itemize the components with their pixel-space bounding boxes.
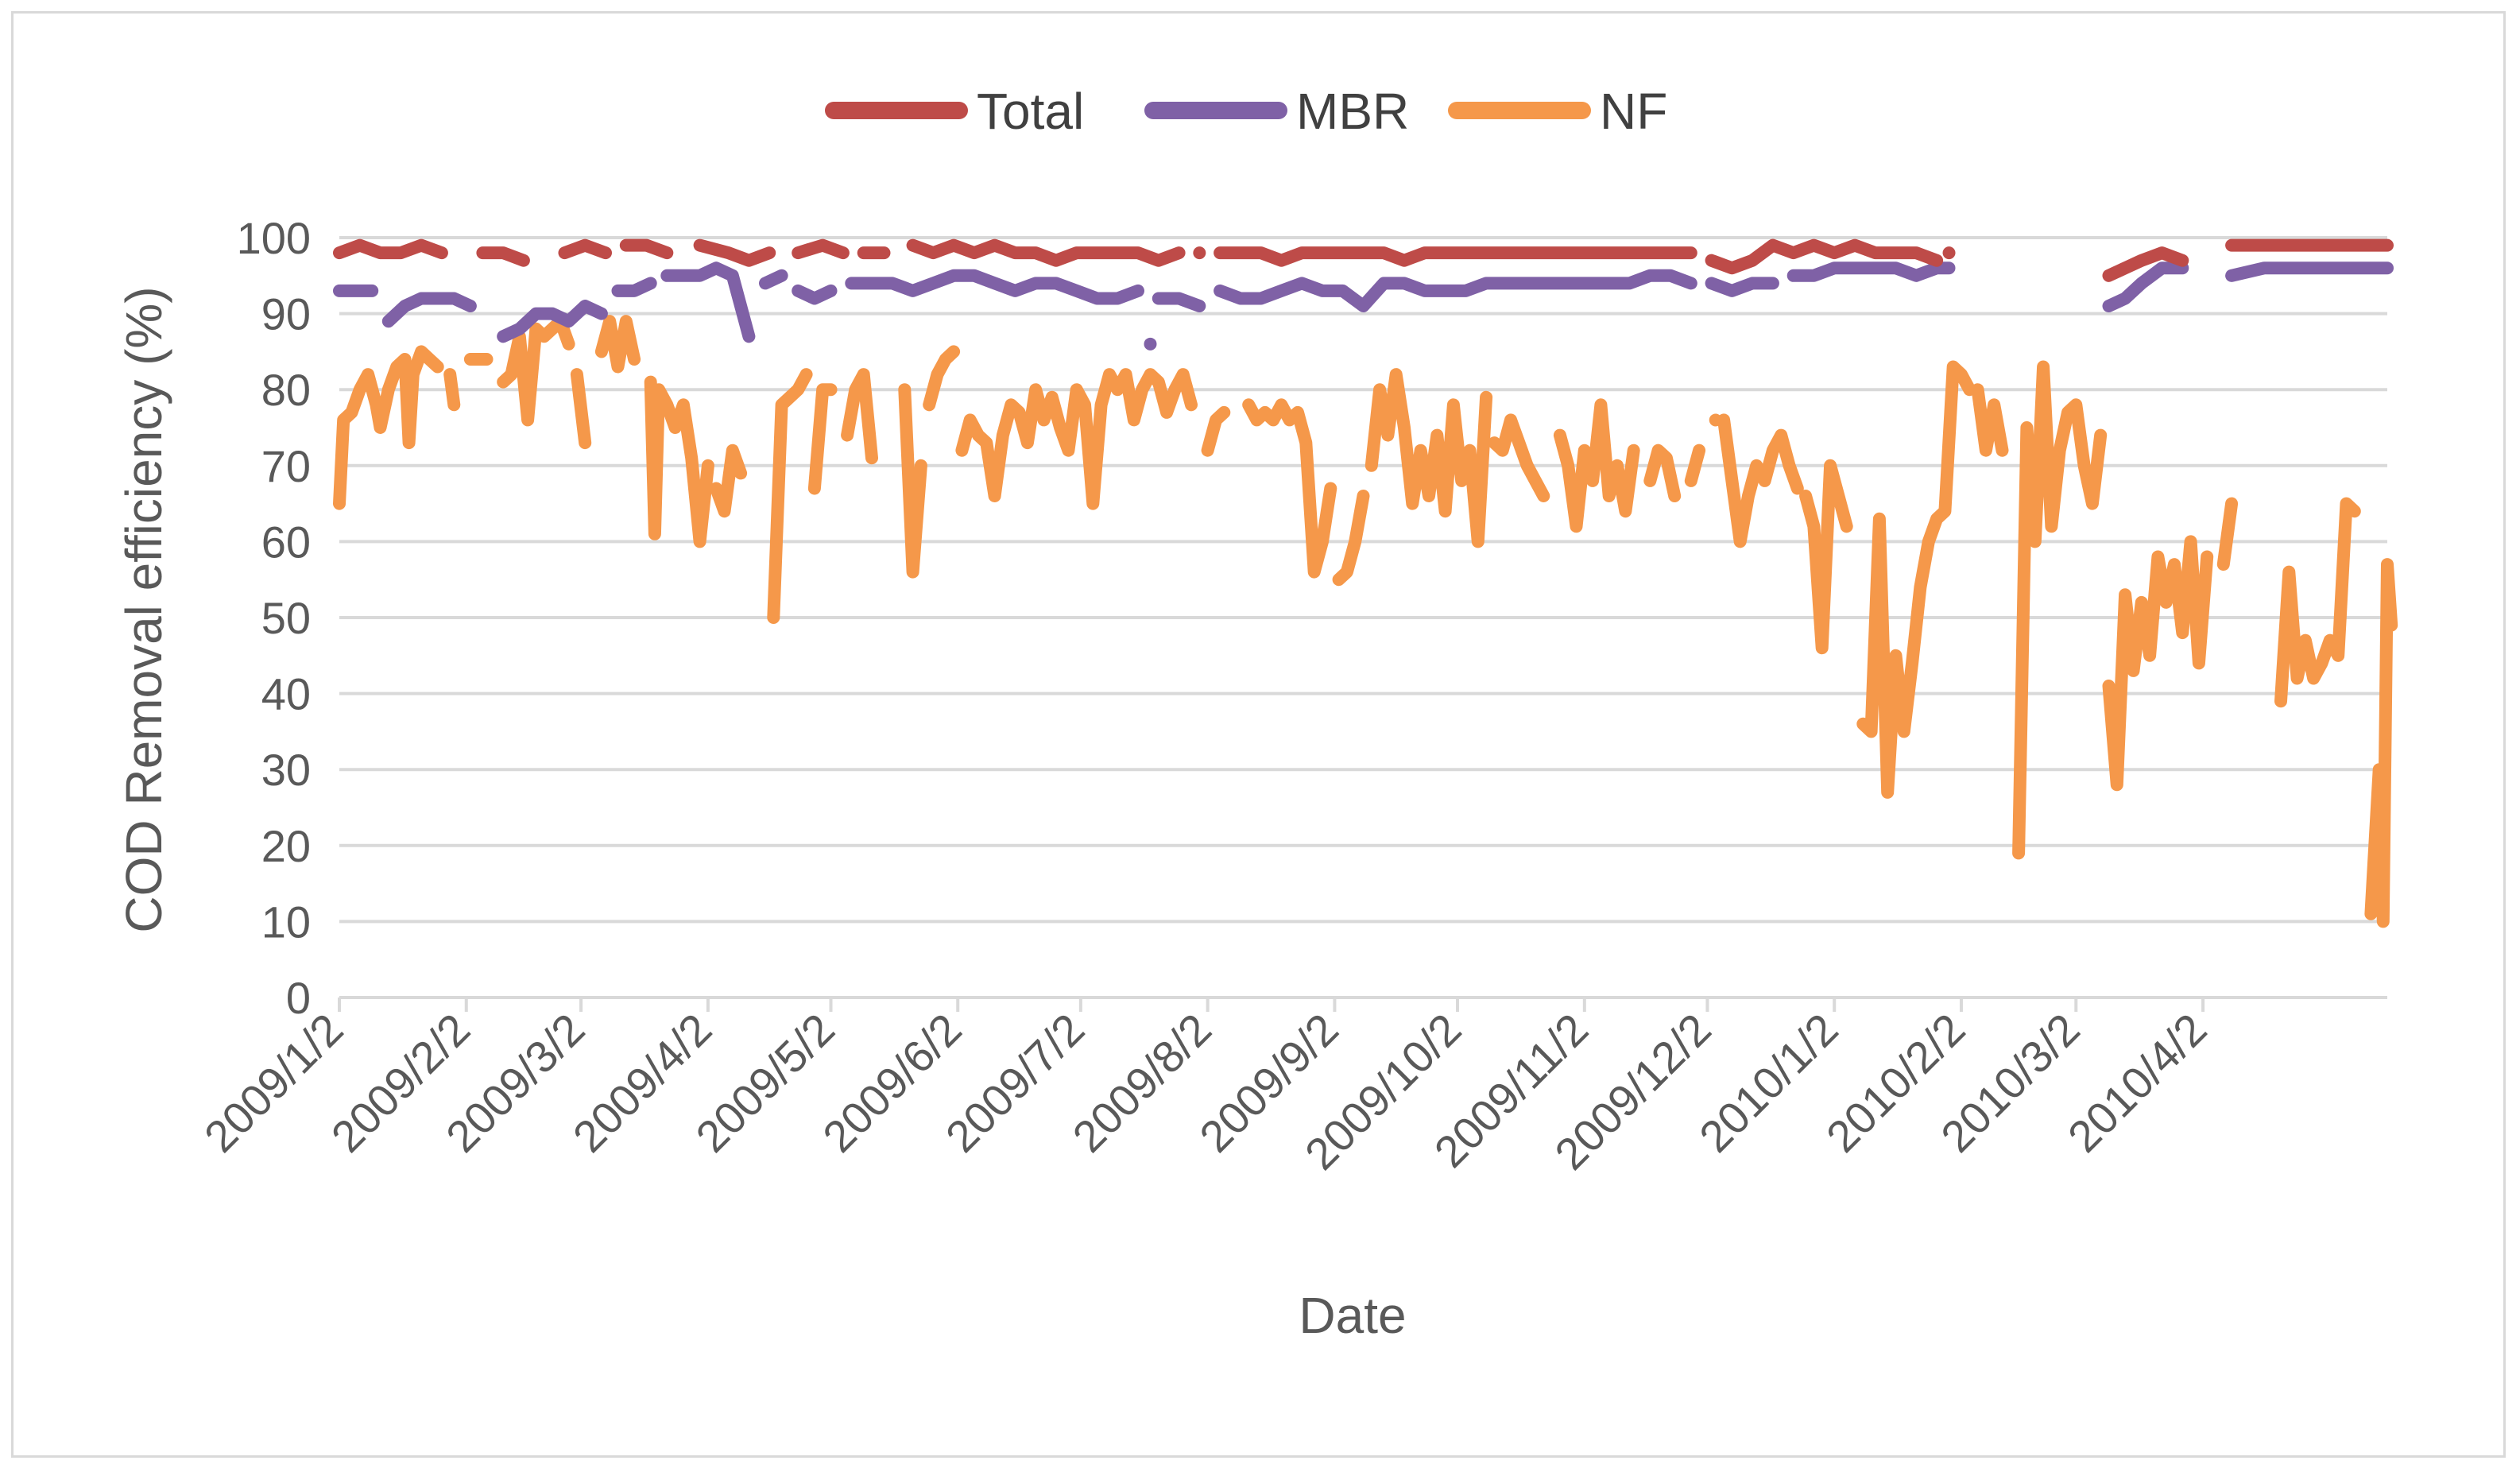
y-tick-label-60: 60 [261,517,311,567]
x-tick-label-2009/5/2: 2009/5/2 [686,1004,844,1162]
series-mbr-segment-5 [759,269,788,290]
legend-label-nf: NF [1600,83,1667,140]
series-total-segment-10 [1705,238,1944,275]
y-axis-title: COD Removal efficiency (%) [115,286,172,932]
y-tick-label-70: 70 [261,441,311,491]
series-total-segment-5 [792,238,850,260]
series-total-segment-3 [619,238,674,260]
series-nf-segment-6 [644,375,714,548]
series-nf-segment-24 [1799,459,1853,655]
series-nf-segment-7 [710,444,748,518]
series-mbr [333,261,2394,351]
series-nf-segment-10 [841,368,878,465]
legend-label-total: Total [977,83,1084,140]
y-axis-tick-labels: 0 10 20 30 40 50 60 70 80 90 100 [237,213,311,1023]
series-layer [333,238,2398,928]
series-nf-segment-31 [2364,558,2398,928]
series-mbr-segment-13 [2102,261,2189,312]
y-tick-label-30: 30 [261,745,311,795]
series-mbr-segment-9 [1152,292,1206,312]
x-tick-label-2009/1/2: 2009/1/2 [195,1004,353,1162]
series-total-segment-7 [906,238,1186,267]
series-nf-segment-8 [767,368,813,624]
series-nf-segment-28 [2102,535,2214,792]
series-nf-segment-19 [1553,398,1640,533]
x-axis [338,996,2387,1012]
series-total-segment-12 [2102,246,2189,282]
series-total-segment-1 [476,246,530,267]
series-nf-segment-27 [2012,360,2108,860]
series-mbr-segment-4 [660,261,756,343]
x-tick-label-2009/8/2: 2009/8/2 [1063,1004,1221,1162]
line-chart: 0 10 20 30 40 50 60 70 80 90 100 2009/1/22009/2/22… [115,83,2398,1344]
series-nf-segment-26 [1971,383,2009,457]
series-mbr-segment-1 [381,292,477,328]
series-nf-segment-20 [1643,444,1682,502]
series-nf-segment-9 [807,383,838,495]
series-nf-segment-13 [955,368,1198,510]
series-nf-segment-12 [923,345,961,412]
x-axis-title: Date [1299,1287,1406,1344]
legend: Total MBR NF [825,83,1667,140]
series-total-point [1193,246,1206,260]
series-nf-segment-30 [2274,497,2361,708]
series-nf-segment-14 [1201,405,1231,457]
series-total-point [1942,246,1956,260]
chart-frame: 0 10 20 30 40 50 60 70 80 90 100 2009/1/2 2009/2/2 2… [11,11,2506,1458]
series-mbr-segment-7 [845,269,1144,305]
y-tick-label-50: 50 [261,593,311,643]
series-nf-segment-1 [443,368,461,412]
x-tick-label-2010/1/2: 2010/1/2 [1690,1004,1848,1162]
x-tick-label-2009/7/2: 2009/7/2 [936,1004,1094,1162]
series-nf-segment-3 [497,315,575,427]
series-mbr-segment-2 [497,300,608,343]
series-nf [333,315,2398,928]
series-total-segment-0 [333,238,448,260]
y-tick-label-80: 80 [261,365,311,415]
series-mbr-segment-12 [1786,261,1956,282]
series-total-segment-2 [558,238,612,260]
x-tick-label-2010/4/2: 2010/4/2 [2058,1004,2216,1162]
series-mbr-point [1144,337,1157,351]
y-tick-label-0: 0 [286,973,311,1023]
series-nf-segment-29 [2216,497,2239,571]
series-mbr-segment-14 [2225,261,2394,282]
y-tick-label-100: 100 [237,213,311,263]
series-mbr-segment-6 [792,284,838,305]
series-nf-segment-5 [594,315,641,374]
series-total [333,238,2394,282]
series-nf-segment-17 [1365,368,1493,548]
gridlines [339,236,2387,999]
series-mbr-segment-3 [611,277,657,297]
series-nf-segment-4 [570,368,592,450]
series-nf-segment-23 [1717,413,1804,548]
series-nf-segment-0 [333,345,444,510]
legend-label-mbr: MBR [1296,83,1409,140]
series-nf-segment-18 [1488,413,1550,502]
series-total-segment-4 [693,238,776,267]
series-total-segment-9 [1214,246,1697,267]
series-nf-segment-15 [1242,398,1337,579]
x-axis-tick-labels: 2009/1/22009/2/22009/3/22009/4/22009/5/2… [195,1004,2216,1180]
series-mbr-segment-10 [1214,269,1697,312]
y-tick-label-40: 40 [261,669,311,719]
series-nf-segment-11 [898,383,927,579]
y-tick-label-20: 20 [261,821,311,871]
series-nf-segment-21 [1684,444,1706,487]
y-tick-label-10: 10 [261,897,311,947]
series-nf-segment-25 [1856,360,1976,799]
series-mbr-segment-11 [1705,277,1779,297]
series-nf-segment-16 [1332,490,1370,587]
y-tick-label-90: 90 [261,289,311,339]
